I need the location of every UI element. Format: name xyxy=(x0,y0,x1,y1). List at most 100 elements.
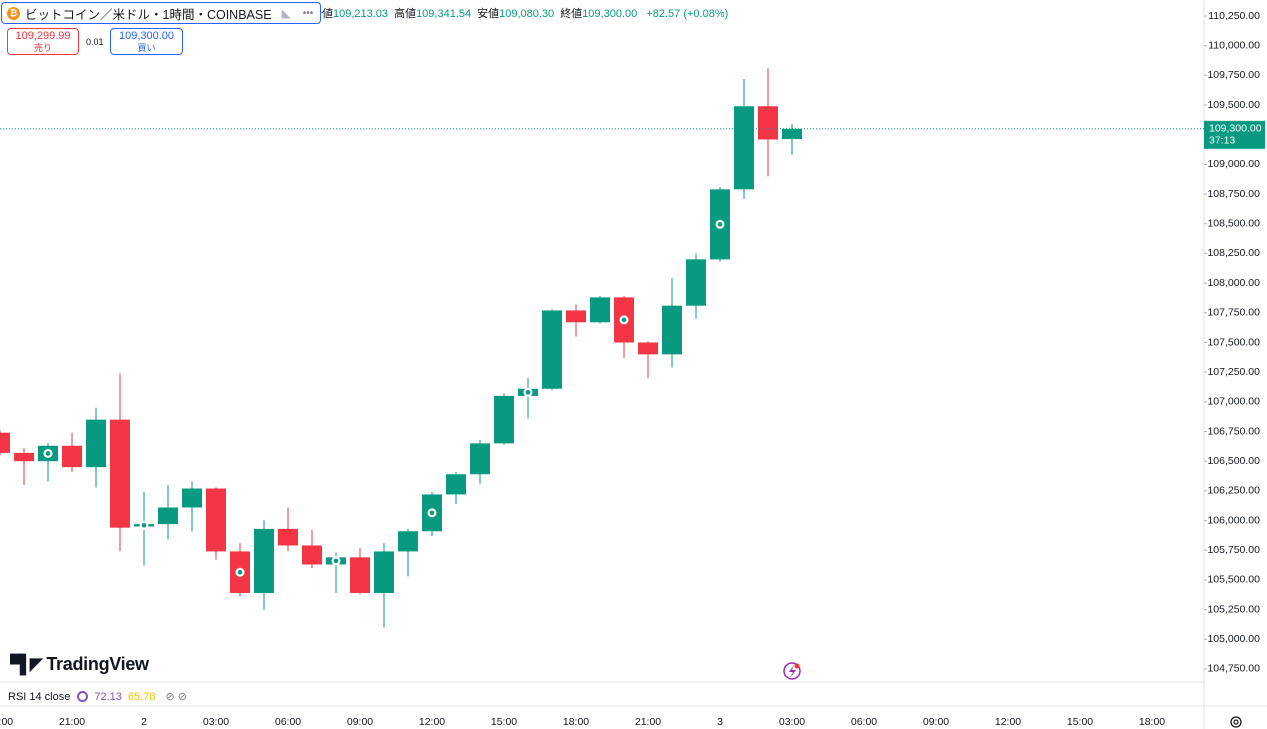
candle-body xyxy=(182,488,202,508)
countdown-label: 37:13 xyxy=(1209,135,1235,147)
buy-label: 買い xyxy=(137,43,156,53)
candle-body xyxy=(350,557,370,593)
ohlc-value: 109,080.30 xyxy=(499,8,555,20)
change: +82.57 (+0.08%) xyxy=(646,8,729,20)
last-price-box xyxy=(1204,120,1265,149)
x-tick-label: 21:00 xyxy=(59,716,85,728)
trade-marker-dot xyxy=(45,451,51,456)
y-tick-label: 104,750.00 xyxy=(1207,663,1260,675)
x-tick-label: 03:00 xyxy=(203,716,229,728)
ohlc-label: 高値 xyxy=(394,8,417,20)
candle-body xyxy=(0,432,10,453)
x-tick-label: 15:00 xyxy=(491,716,517,728)
logo-mark: ▀▌◤ xyxy=(10,654,43,674)
ohlc-label: 安値 xyxy=(477,8,500,20)
y-tick-label: 106,500.00 xyxy=(1207,455,1260,467)
y-tick-label: 106,000.00 xyxy=(1207,514,1260,526)
ohlc-label: 終値 xyxy=(560,8,583,20)
candle-body xyxy=(254,528,274,593)
y-tick-label: 109,750.00 xyxy=(1207,69,1260,81)
spread: 0.01 xyxy=(86,37,104,47)
y-tick-label: 108,000.00 xyxy=(1207,277,1260,289)
candle-body xyxy=(278,528,298,546)
y-tick-label: 110,000.00 xyxy=(1208,39,1260,51)
candle-body xyxy=(758,106,778,140)
candle-body xyxy=(566,310,586,323)
ohlc-value: 109,213.03 xyxy=(333,8,389,20)
logo: ▀▌◤ TradingView xyxy=(10,654,149,675)
ohlc-header: 始値109,213.03 高値109,341.54 安値109,080.30 終値10… xyxy=(311,5,728,21)
x-tick-label: 12:00 xyxy=(419,716,445,728)
indicator-name: RSI 14 close xyxy=(8,690,71,703)
ohlc-items: 始値109,213.03 高値109,341.54 安値109,080.30 終値10… xyxy=(311,8,637,20)
trade-marker-dot xyxy=(237,569,243,575)
x-tick-label: 2 xyxy=(141,716,147,728)
trade-marker-dot xyxy=(621,317,627,323)
buy-price: 109,300.00 xyxy=(118,30,175,42)
buy-button[interactable]: 109,300.00 買い xyxy=(110,28,183,55)
y-tick-label: 105,250.00 xyxy=(1207,603,1260,615)
candle-body xyxy=(398,531,418,552)
y-tick-label: 106,750.00 xyxy=(1207,425,1260,437)
candle-body xyxy=(782,128,802,140)
indicator-legend: RSI 14 close 72.13 65.78 ⊘ ⊘ xyxy=(8,690,187,704)
candle-body xyxy=(470,443,490,475)
event-icon[interactable] xyxy=(783,662,801,680)
symbol-pill[interactable]: ₿ ビットコイン／米ドル・1時間・COINBASE ◣ ••• xyxy=(1,2,321,24)
trade-marker-dot xyxy=(141,523,147,528)
y-tick-label: 105,500.00 xyxy=(1207,574,1260,586)
event-icon-bolt xyxy=(789,665,796,678)
sell-button[interactable]: 109,299.99 売り xyxy=(7,28,79,55)
y-tick-label: 107,250.00 xyxy=(1207,366,1260,378)
candle-body xyxy=(446,474,466,495)
x-tick-label: 03:00 xyxy=(779,716,805,728)
candle-body xyxy=(638,342,658,355)
coin-icon: ₿ xyxy=(7,6,20,20)
y-tick-label: 105,750.00 xyxy=(1207,544,1260,556)
x-tick-label: 3 xyxy=(717,716,723,728)
x-tick-label: 09:00 xyxy=(923,716,949,728)
y-tick-label: 108,750.00 xyxy=(1207,188,1260,200)
candle-body xyxy=(590,297,610,323)
sell-price: 109,299.99 xyxy=(15,30,71,42)
indicator-controls[interactable]: ⊘ ⊘ xyxy=(165,691,187,703)
sell-label: 売り xyxy=(33,43,52,53)
candle-body xyxy=(494,395,514,444)
x-tick-label: 18:00 xyxy=(563,716,589,728)
y-tick-label: 110,250.00 xyxy=(1208,10,1260,22)
indicator-values: 72.13 65.78 xyxy=(94,691,161,703)
candle-body xyxy=(62,445,82,468)
x-tick-label: 09:00 xyxy=(347,716,373,728)
candle-body xyxy=(158,507,178,525)
y-tick-label: 108,500.00 xyxy=(1207,218,1260,230)
more-icon[interactable]: ••• xyxy=(302,7,314,19)
trade-marker-dot xyxy=(717,222,723,227)
settings-icon[interactable] xyxy=(1230,716,1242,728)
candle-body xyxy=(686,259,706,306)
trade-marker-dot xyxy=(525,390,531,395)
logo-text: TradingView xyxy=(46,654,149,674)
trade-marker-dot xyxy=(429,510,435,516)
indicator-icon xyxy=(77,691,89,702)
x-tick-label: 18:00 xyxy=(0,716,13,728)
x-tick-label: 18:00 xyxy=(1139,716,1165,728)
y-tick-label: 106,250.00 xyxy=(1207,485,1260,497)
y-tick-label: 108,250.00 xyxy=(1207,247,1260,259)
last-price-label: 109,300.00 xyxy=(1209,123,1262,135)
candle-body xyxy=(86,419,106,468)
y-tick-label: 107,750.00 xyxy=(1207,307,1260,319)
settings-icon-inner xyxy=(1233,719,1239,725)
candle-body xyxy=(374,551,394,593)
candle-body xyxy=(734,106,754,190)
candle-body xyxy=(542,310,562,389)
indicator-value: 65.78 xyxy=(127,690,156,703)
trade-marker-dot xyxy=(333,558,339,564)
candle-body xyxy=(206,488,226,552)
candle-body xyxy=(302,545,322,565)
ohlc-value: 109,300.00 xyxy=(582,8,638,20)
candle-body xyxy=(110,419,130,528)
ohlc-value: 109,341.54 xyxy=(416,8,472,20)
x-tick-label: 06:00 xyxy=(275,716,301,728)
